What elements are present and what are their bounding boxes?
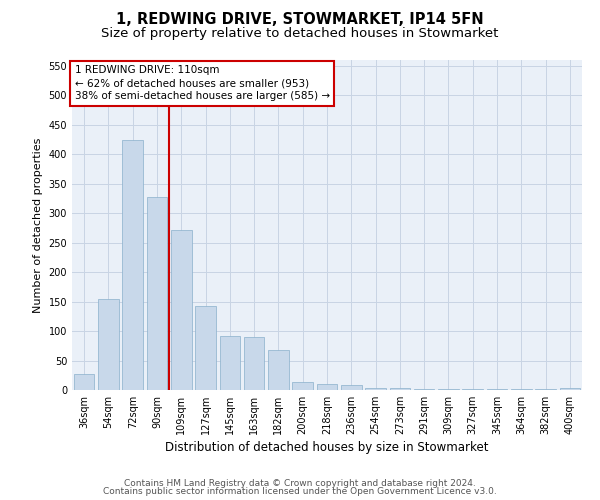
Bar: [268, 350, 289, 390]
Bar: [122, 140, 143, 390]
Text: 1, REDWING DRIVE, STOWMARKET, IP14 5FN: 1, REDWING DRIVE, STOWMARKET, IP14 5FN: [116, 12, 484, 28]
Bar: [414, 389, 434, 390]
Bar: [171, 230, 191, 390]
Bar: [560, 388, 580, 390]
Bar: [146, 196, 167, 390]
Bar: [365, 388, 386, 390]
Bar: [220, 336, 240, 390]
Bar: [438, 389, 459, 390]
Bar: [98, 298, 119, 390]
Text: Contains HM Land Registry data © Crown copyright and database right 2024.: Contains HM Land Registry data © Crown c…: [124, 478, 476, 488]
Bar: [389, 388, 410, 390]
Bar: [292, 382, 313, 390]
Y-axis label: Number of detached properties: Number of detached properties: [33, 138, 43, 312]
Bar: [341, 386, 362, 390]
Bar: [74, 374, 94, 390]
Text: Size of property relative to detached houses in Stowmarket: Size of property relative to detached ho…: [101, 28, 499, 40]
Text: 1 REDWING DRIVE: 110sqm
← 62% of detached houses are smaller (953)
38% of semi-d: 1 REDWING DRIVE: 110sqm ← 62% of detache…: [74, 65, 329, 102]
Text: Contains public sector information licensed under the Open Government Licence v3: Contains public sector information licen…: [103, 487, 497, 496]
Bar: [317, 384, 337, 390]
Bar: [195, 306, 216, 390]
Bar: [244, 337, 265, 390]
X-axis label: Distribution of detached houses by size in Stowmarket: Distribution of detached houses by size …: [165, 441, 489, 454]
